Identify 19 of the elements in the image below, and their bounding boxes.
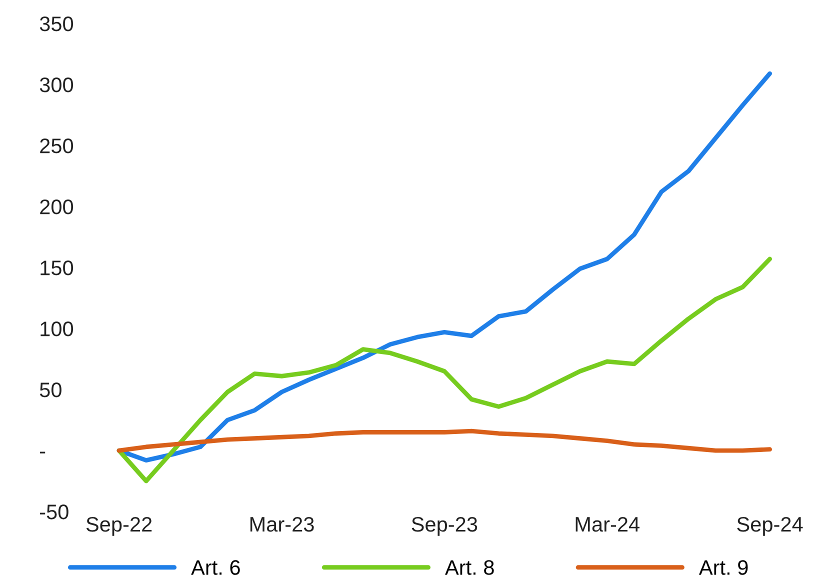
y-tick-label: 350 <box>40 16 74 32</box>
x-tick-label: Sep-23 <box>412 516 478 536</box>
legend-label: Art. 9 <box>698 560 748 575</box>
x-tick-label: Sep-22 <box>86 516 152 536</box>
x-tick-label: Mar-23 <box>250 516 314 532</box>
y-tick-label: 50 <box>40 382 62 398</box>
y-tick-label: 300 <box>40 78 74 92</box>
line-series <box>116 428 772 453</box>
y-tick-label: 250 <box>40 138 74 154</box>
y-tick-label: 150 <box>40 260 74 276</box>
y-tick-label: 200 <box>40 200 74 214</box>
y-tick-label: -50 <box>40 504 68 520</box>
y-tick-label: - <box>40 452 46 454</box>
x-tick-label: Sep-24 <box>737 516 803 536</box>
legend-label: Art. 8 <box>445 560 494 575</box>
x-tick-label: Mar-24 <box>576 516 640 532</box>
legend-label: Art. 6 <box>191 560 240 575</box>
line-series <box>116 256 772 484</box>
y-tick-label: 100 <box>40 322 74 336</box>
